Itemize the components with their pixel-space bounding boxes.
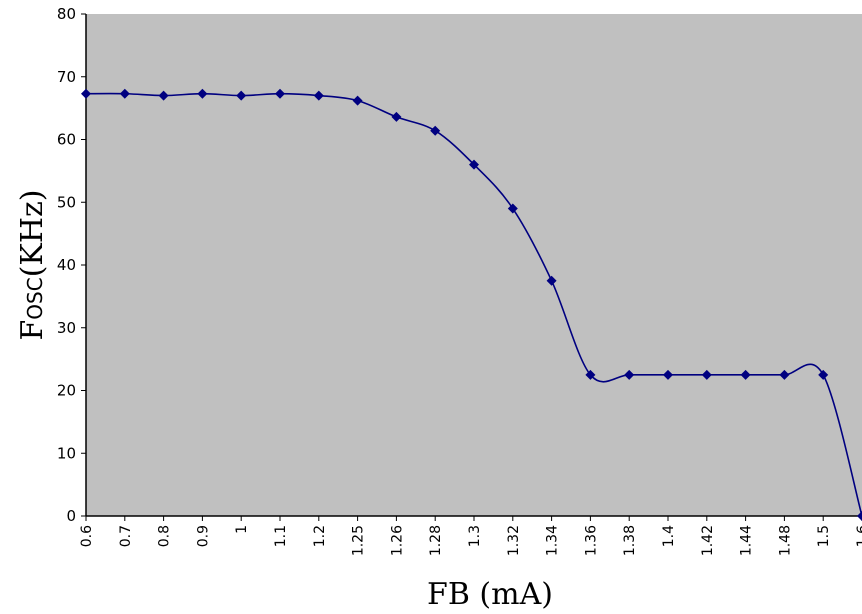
x-tick-label: 1.44 bbox=[739, 525, 755, 556]
data-point bbox=[352, 95, 363, 106]
data-point bbox=[81, 88, 91, 99]
data-point bbox=[430, 125, 441, 136]
x-tick-label: 0.9 bbox=[195, 525, 211, 547]
data-point bbox=[779, 369, 790, 380]
y-tick-label: 50 bbox=[57, 193, 76, 211]
data-point bbox=[624, 369, 635, 380]
y-tick-label: 0 bbox=[66, 507, 76, 525]
y-axis-title-sub: OSC bbox=[23, 277, 47, 319]
y-axis-title-suffix: (KHz) bbox=[15, 189, 50, 277]
x-tick-label: 1.36 bbox=[583, 525, 599, 556]
x-tick-label: 1.34 bbox=[545, 525, 561, 556]
x-tick-label: 1 bbox=[234, 525, 250, 534]
x-tick-label: 1.38 bbox=[622, 525, 638, 556]
data-point bbox=[158, 90, 169, 101]
y-axis-ticks: 0 10 20 30 40 50 60 70 80 bbox=[57, 5, 86, 525]
data-point bbox=[663, 369, 673, 380]
x-tick-label: 1.25 bbox=[351, 525, 367, 556]
x-tick-label: 1.32 bbox=[506, 525, 522, 556]
data-point bbox=[236, 90, 247, 101]
data-point bbox=[469, 159, 479, 170]
y-tick-label: 30 bbox=[57, 319, 76, 337]
x-axis-title: FB (mA) bbox=[427, 577, 553, 612]
y-tick-label: 40 bbox=[57, 256, 76, 274]
x-tick-label: 1.6 bbox=[855, 525, 862, 547]
plot-area bbox=[86, 14, 862, 516]
x-tick-label: 1.28 bbox=[428, 525, 444, 556]
y-axis-title: FOSC(KHz) bbox=[15, 189, 50, 340]
y-tick-label: 10 bbox=[57, 444, 76, 462]
data-point bbox=[818, 369, 829, 380]
x-tick-label: 0.6 bbox=[79, 525, 95, 547]
y-tick-label: 70 bbox=[57, 68, 76, 86]
data-point bbox=[275, 88, 285, 99]
x-tick-label: 1.4 bbox=[661, 525, 677, 547]
data-point bbox=[119, 88, 130, 99]
x-tick-label: 1.5 bbox=[816, 525, 832, 547]
data-point bbox=[585, 369, 596, 380]
data-points bbox=[81, 88, 862, 521]
x-tick-label: 1.48 bbox=[777, 525, 793, 556]
x-tick-label: 1.42 bbox=[700, 525, 716, 556]
data-point bbox=[197, 88, 208, 99]
data-point bbox=[546, 275, 557, 286]
data-point bbox=[391, 111, 402, 122]
y-axis-title-main: F bbox=[15, 320, 50, 341]
data-point bbox=[857, 511, 862, 521]
x-tick-label: 0.7 bbox=[118, 525, 134, 547]
data-point bbox=[313, 90, 324, 101]
y-tick-label: 60 bbox=[57, 131, 76, 149]
data-point bbox=[507, 203, 518, 214]
x-tick-label: 1.26 bbox=[389, 525, 405, 556]
x-tick-label: 0.8 bbox=[157, 525, 173, 547]
y-tick-label: 20 bbox=[57, 382, 76, 400]
x-tick-label: 1.2 bbox=[312, 525, 328, 547]
data-point bbox=[701, 369, 712, 380]
x-tick-label: 1.3 bbox=[467, 525, 483, 547]
data-point bbox=[740, 369, 751, 380]
y-tick-label: 80 bbox=[57, 5, 76, 23]
x-tick-label: 1.1 bbox=[273, 525, 289, 547]
x-axis-ticks: 0.6 0.7 0.8 0.9 1 1.1 1.2 1.25 1.26 1.28 1.3 1.32 1.… bbox=[79, 516, 862, 556]
